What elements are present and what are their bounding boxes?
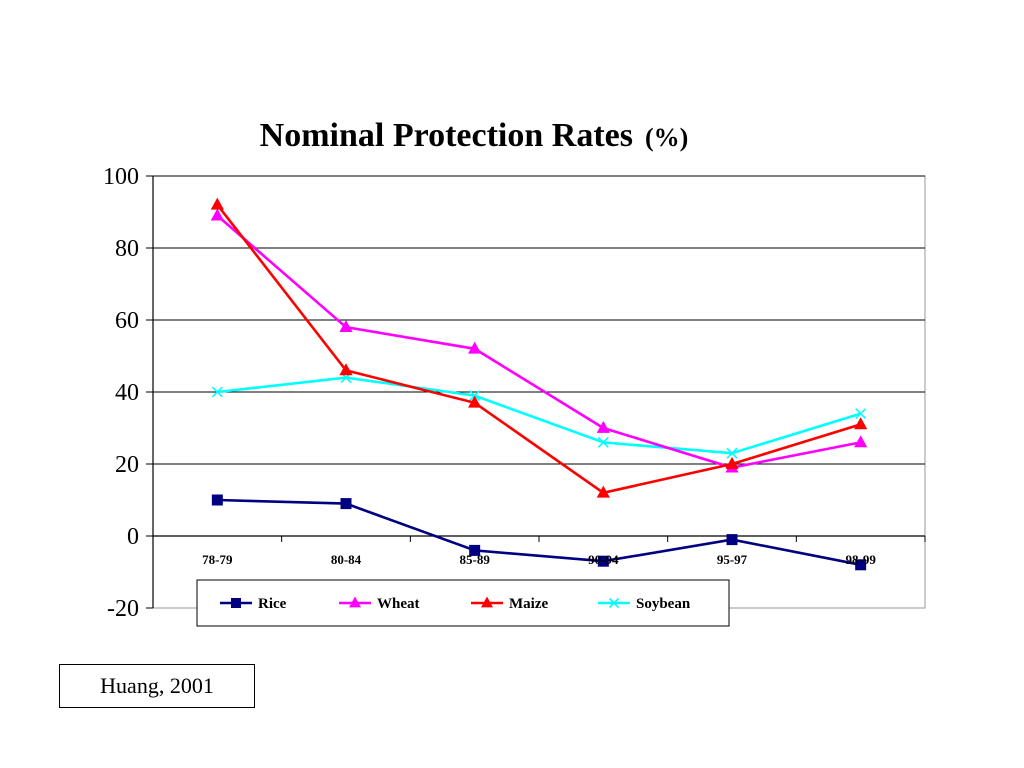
data-point bbox=[211, 386, 223, 398]
data-point bbox=[468, 395, 482, 408]
data-point bbox=[855, 559, 867, 571]
data-point bbox=[608, 597, 620, 609]
data-point bbox=[339, 320, 353, 333]
legend-item-rice: Rice bbox=[220, 596, 287, 612]
y-tick-label: 20 bbox=[115, 452, 139, 478]
series-maize bbox=[210, 197, 868, 498]
data-point bbox=[854, 417, 868, 430]
data-point bbox=[340, 498, 352, 510]
series-line bbox=[216, 214, 861, 469]
legend: Rice Wheat Maize Soybean bbox=[196, 579, 730, 627]
data-point bbox=[855, 408, 867, 420]
x-tick-label: 85-89 bbox=[459, 552, 490, 567]
data-point bbox=[468, 341, 482, 354]
data-point bbox=[469, 544, 481, 556]
y-tick-label: 80 bbox=[115, 236, 139, 262]
data-point bbox=[597, 555, 609, 567]
legend-item-maize: Maize bbox=[471, 596, 548, 612]
data-point bbox=[725, 456, 739, 469]
x-tick-label: 95-97 bbox=[717, 552, 748, 567]
data-point bbox=[211, 494, 223, 506]
y-tick-label: -20 bbox=[107, 596, 139, 622]
series-line bbox=[217, 498, 861, 567]
source-citation: Huang, 2001 bbox=[59, 664, 255, 708]
data-point bbox=[481, 596, 493, 608]
plot-area: 100 80 60 40 20 0 -20 78-79 80-84 85-89 90-94 95-97… bbox=[103, 164, 926, 627]
data-point bbox=[596, 420, 610, 433]
source-citation-text: Huang, 2001 bbox=[100, 673, 214, 698]
series-soybean bbox=[211, 372, 867, 459]
x-tick-label: 98-99 bbox=[845, 552, 876, 567]
series-line bbox=[216, 204, 862, 495]
data-point bbox=[210, 208, 224, 221]
series-rice bbox=[211, 494, 867, 571]
legend-box bbox=[196, 579, 730, 627]
data-point bbox=[596, 485, 610, 498]
legend-label: Soybean bbox=[636, 596, 691, 612]
data-point bbox=[597, 436, 609, 448]
data-point bbox=[854, 435, 868, 448]
x-tick-label: 80-84 bbox=[331, 552, 362, 567]
x-tick-label: 90-94 bbox=[588, 552, 619, 567]
chart-title: Nominal Protection Rates (%) bbox=[260, 117, 689, 154]
y-tick-label: 0 bbox=[127, 524, 139, 550]
y-tick-label: 60 bbox=[115, 308, 139, 334]
data-point bbox=[469, 390, 481, 402]
legend-label: Rice bbox=[258, 596, 287, 612]
chart-title-text: Nominal Protection Rates bbox=[260, 117, 633, 154]
data-point bbox=[726, 447, 738, 459]
chart-title-unit: (%) bbox=[645, 123, 688, 152]
data-point bbox=[210, 197, 224, 210]
data-point bbox=[231, 598, 241, 608]
data-point bbox=[726, 534, 738, 546]
y-tick-label: 40 bbox=[115, 380, 139, 406]
legend-label: Maize bbox=[509, 596, 548, 612]
legend-item-wheat: Wheat bbox=[339, 596, 420, 612]
legend-label: Wheat bbox=[377, 596, 420, 612]
series-line bbox=[217, 376, 862, 455]
data-point bbox=[349, 596, 361, 608]
x-tick-label: 78-79 bbox=[202, 552, 233, 567]
data-point bbox=[339, 363, 353, 376]
series-wheat bbox=[210, 208, 868, 473]
y-tick-label: 100 bbox=[103, 164, 139, 190]
legend-item-soybean: Soybean bbox=[598, 596, 691, 612]
